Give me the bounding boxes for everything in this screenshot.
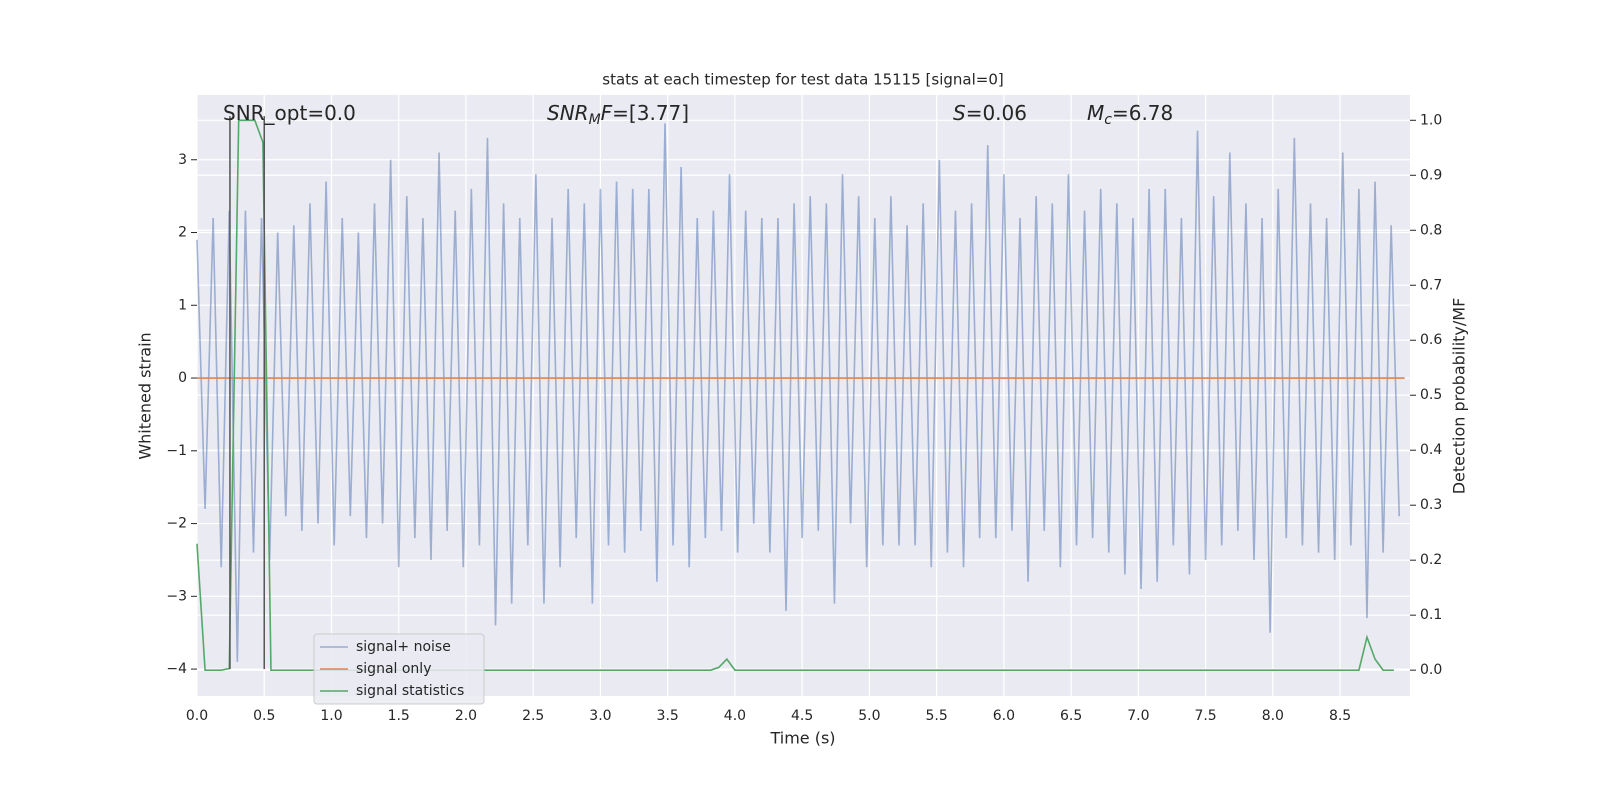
- annotation-part: SNR: [547, 101, 589, 125]
- x-tick-label: 7.0: [1127, 708, 1149, 724]
- x-tick-label: 1.0: [320, 708, 342, 724]
- annotation: S=0.06: [953, 101, 1027, 125]
- x-tick-label: 3.5: [657, 708, 679, 724]
- y2-tick-label: 0.3: [1420, 497, 1442, 513]
- legend-label: signal statistics: [356, 683, 464, 699]
- legend-label: signal only: [356, 661, 431, 677]
- annotation-part: S: [953, 101, 966, 125]
- annotation: SNRMF=[3.77]: [547, 101, 689, 129]
- y2-tick-label: 0.2: [1420, 552, 1442, 568]
- x-tick-label: 5.5: [926, 708, 948, 724]
- x-axis-label: Time (s): [769, 729, 835, 748]
- y-tick-label: −4: [166, 661, 187, 677]
- x-tick-label: 8.0: [1262, 708, 1284, 724]
- chart-title: stats at each timestep for test data 151…: [602, 71, 1003, 89]
- annotation-part: M: [1087, 101, 1104, 125]
- legend-box: [313, 633, 485, 705]
- series-line: [196, 123, 1401, 662]
- y-axis-label: Whitened strain: [136, 332, 155, 459]
- y2-tick-label: 0.5: [1420, 387, 1442, 403]
- y2-tick-label: 0.4: [1420, 442, 1442, 458]
- series-line: [196, 119, 1394, 671]
- legend-label: signal+ noise: [356, 639, 451, 655]
- annotation-part: =0.06: [966, 101, 1027, 125]
- x-tick-label: 4.5: [791, 708, 813, 724]
- y2-tick-label: 1.0: [1420, 112, 1442, 128]
- y-tick-label: −2: [166, 516, 187, 532]
- annotation: Mc=6.78: [1087, 101, 1173, 129]
- x-tick-label: 2.5: [522, 708, 544, 724]
- y-tick-label: 1: [178, 297, 187, 313]
- x-tick-label: 7.5: [1194, 708, 1216, 724]
- x-tick-label: 5.0: [858, 708, 880, 724]
- x-tick-label: 0.0: [186, 708, 208, 724]
- y2-tick-label: 0.9: [1420, 167, 1442, 183]
- x-tick-label: 4.0: [724, 708, 746, 724]
- x-tick-label: 8.5: [1329, 708, 1351, 724]
- annotation-part: F: [601, 101, 613, 125]
- y2-tick-label: 0.1: [1420, 607, 1442, 623]
- y-tick-label: −3: [166, 588, 187, 604]
- y2-tick-label: 0.6: [1420, 332, 1442, 348]
- y2-axis-label: Detection probability/MF: [1450, 298, 1469, 495]
- x-tick-label: 6.0: [993, 708, 1015, 724]
- annotation-part: =[3.77]: [612, 101, 689, 125]
- annotation-part: SNR_opt=0.0: [223, 101, 356, 125]
- x-tick-label: 1.5: [388, 708, 410, 724]
- x-tick-label: 0.5: [253, 708, 275, 724]
- y2-tick-label: 0.7: [1420, 277, 1442, 293]
- y-tick-label: −1: [166, 443, 187, 459]
- y2-tick-label: 0.0: [1420, 662, 1442, 678]
- x-tick-label: 6.5: [1060, 708, 1082, 724]
- annotation-part: =6.78: [1112, 101, 1173, 125]
- y2-tick-label: 0.8: [1420, 222, 1442, 238]
- y-tick-label: 0: [178, 370, 187, 386]
- y-tick-label: 2: [178, 225, 187, 241]
- legend: signal+ noise signal only signal statistic…: [313, 633, 485, 705]
- y-tick-label: 3: [178, 152, 187, 168]
- annotation-part: c: [1104, 112, 1112, 128]
- annotation-part: M: [589, 112, 601, 128]
- x-tick-label: 2.0: [455, 708, 477, 724]
- annotation: SNR_opt=0.0: [223, 101, 356, 125]
- x-tick-label: 3.0: [589, 708, 611, 724]
